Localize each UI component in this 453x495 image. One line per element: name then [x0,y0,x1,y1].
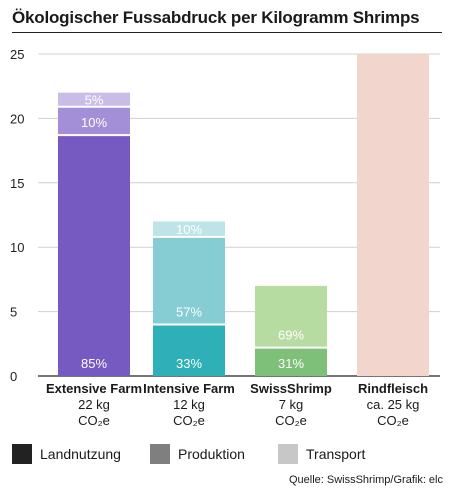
y-tick-label: 10 [10,240,24,255]
legend-swatch [12,444,32,464]
data-label: 10% [81,115,107,130]
y-tick-label: 15 [10,176,24,191]
y-tick-label: 5 [10,305,17,320]
category-unit: CO₂e [78,413,110,428]
bar-chart: 0 5 10 15 20 25 85% 10% 5% 33% 57% 10% 31% 69% [10,47,440,384]
bar-segment [357,54,429,376]
data-label: 57% [176,304,202,319]
bar-segment [153,324,225,376]
category-label-extensive-farm: Extensive Farm 22 kg CO₂e [39,381,149,429]
bar-segment [255,347,327,376]
bar-segment [58,135,130,376]
category-name: Extensive Farm [45,381,143,396]
legend-label: Produktion [178,446,245,462]
bar-segment [153,221,225,237]
data-label: 10% [176,222,202,237]
category-value: 22 kg [78,397,110,412]
bar-segment [153,236,225,325]
legend-label: Landnutzung [40,446,121,462]
category-label-swissshrimp: SwissShrimp 7 kg CO₂e [236,381,346,429]
legend-swatch [278,444,298,464]
category-unit: CO₂e [173,413,205,428]
data-label: 69% [278,328,304,343]
category-label-intensive-farm: Intensive Farm 12 kg CO₂e [134,381,244,429]
bar-segment [58,92,130,107]
data-label: 31% [278,356,304,371]
category-value: 7 kg [278,397,304,412]
y-tick-label: 0 [10,369,17,384]
category-value: ca. 25 kg [366,397,420,412]
source-note: Quelle: SwissShrimp/Grafik: elc [288,474,443,486]
data-label: 5% [85,93,104,108]
category-name: Rindfleisch [357,381,429,396]
legend-item-produktion: Produktion [150,444,245,464]
data-label: 33% [176,356,202,371]
legend-label: Transport [306,446,366,462]
category-value: 12 kg [173,397,205,412]
legend-item-transport: Transport [278,444,365,464]
category-name: SwissShrimp [250,381,332,396]
bar-segment [255,285,327,348]
legend-swatch [150,444,170,464]
category-unit: CO₂e [377,413,409,428]
category-unit: CO₂e [275,413,307,428]
chart-title: Ökologischer Fussabdruck per Kilogramm S… [12,8,420,27]
y-tick-label: 20 [10,111,24,126]
category-label-rindfleisch: Rindfleisch ca. 25 kg CO₂e [338,381,448,429]
legend-item-landnutzung: Landnutzung [12,444,121,464]
category-name: Intensive Farm [143,381,235,396]
title-rule [12,32,442,33]
y-tick-label: 25 [10,47,24,62]
data-label: 85% [81,356,107,371]
bar-segment [58,106,130,136]
